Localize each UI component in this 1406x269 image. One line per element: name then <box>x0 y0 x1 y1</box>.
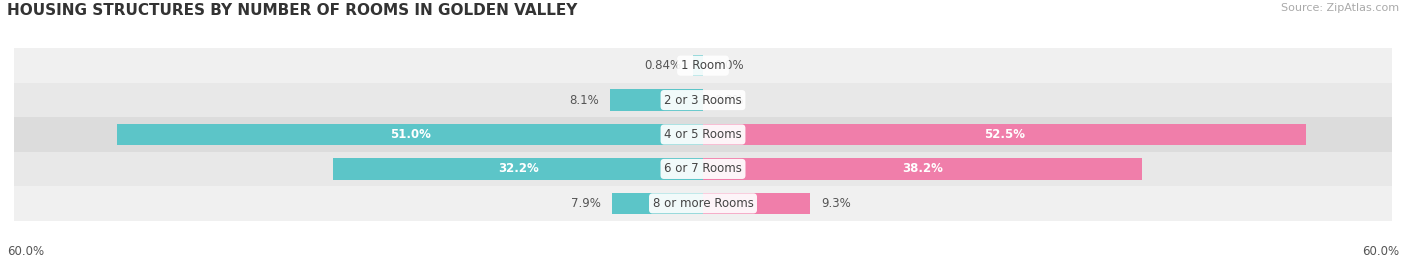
Text: 0.0%: 0.0% <box>714 59 744 72</box>
Text: 9.3%: 9.3% <box>821 197 851 210</box>
Bar <box>14 48 1392 83</box>
Bar <box>117 124 703 145</box>
Text: 38.2%: 38.2% <box>901 162 943 175</box>
Text: 32.2%: 32.2% <box>498 162 538 175</box>
Text: 60.0%: 60.0% <box>7 245 44 258</box>
Text: 8.1%: 8.1% <box>569 94 599 107</box>
Bar <box>693 55 703 76</box>
Text: Source: ZipAtlas.com: Source: ZipAtlas.com <box>1281 3 1399 13</box>
Bar <box>14 83 1392 117</box>
Text: 52.5%: 52.5% <box>984 128 1025 141</box>
Text: 51.0%: 51.0% <box>389 128 430 141</box>
Bar <box>703 158 1142 180</box>
Bar <box>703 193 810 214</box>
Bar <box>14 186 1392 221</box>
Text: 7.9%: 7.9% <box>571 197 600 210</box>
Text: 4 or 5 Rooms: 4 or 5 Rooms <box>664 128 742 141</box>
Text: 60.0%: 60.0% <box>1362 245 1399 258</box>
Bar <box>14 117 1392 152</box>
Text: 1 Room: 1 Room <box>681 59 725 72</box>
Text: HOUSING STRUCTURES BY NUMBER OF ROOMS IN GOLDEN VALLEY: HOUSING STRUCTURES BY NUMBER OF ROOMS IN… <box>7 3 578 18</box>
Bar <box>610 89 703 111</box>
Bar <box>333 158 703 180</box>
Text: 8 or more Rooms: 8 or more Rooms <box>652 197 754 210</box>
Text: 0.84%: 0.84% <box>645 59 682 72</box>
Bar <box>612 193 703 214</box>
Text: 0.0%: 0.0% <box>714 94 744 107</box>
Bar <box>14 152 1392 186</box>
Text: 6 or 7 Rooms: 6 or 7 Rooms <box>664 162 742 175</box>
Bar <box>703 124 1306 145</box>
Text: 2 or 3 Rooms: 2 or 3 Rooms <box>664 94 742 107</box>
